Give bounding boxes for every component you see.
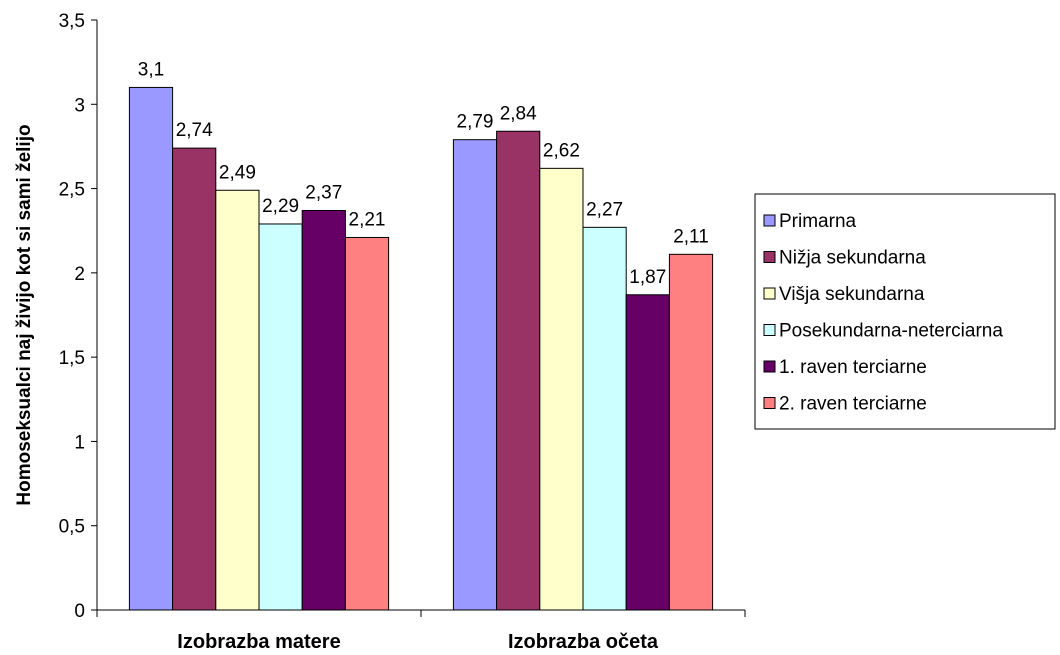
bar: [452, 139, 498, 611]
y-tick-label: 3,5: [59, 11, 85, 32]
bar: [539, 167, 584, 611]
data-label: 3,1: [138, 59, 164, 80]
y-tick-label: 1: [74, 432, 85, 453]
x-axis: Izobrazba matere Izobrazba očeta: [96, 609, 746, 653]
legend-swatch: [763, 324, 776, 336]
data-label: 2,21: [349, 209, 386, 230]
data-label: 2,37: [305, 182, 342, 203]
x-category-label: Izobrazba očeta: [508, 631, 659, 653]
bar: [128, 86, 174, 611]
bar: [582, 226, 627, 611]
legend-label: Primarna: [779, 211, 857, 232]
data-labels: 3,1 2,74 2,49 2,29 2,37 2,21 2,79 2,84 2,62 2,27 1…: [138, 59, 709, 287]
data-label: 2,74: [176, 120, 213, 141]
data-label: 2,62: [543, 140, 580, 161]
legend-swatch: [763, 287, 776, 300]
y-tick-label: 2: [74, 264, 85, 285]
x-category-label: Izobrazba matere: [177, 631, 340, 653]
y-axis: 0 0,5 1 1,5 2 2,5 3 3,5: [59, 11, 98, 622]
bar: [258, 223, 303, 611]
legend-swatch: [763, 360, 776, 373]
legend-box: [754, 193, 1056, 430]
bar: [668, 253, 714, 611]
data-label: 2,79: [457, 112, 494, 133]
legend-label: Nižja sekundarna: [779, 248, 926, 269]
legend-label: 1. raven terciarne: [779, 357, 927, 378]
data-label: 2,84: [500, 103, 537, 124]
bars: [128, 86, 714, 611]
bar: [496, 130, 541, 611]
data-label: 1,87: [629, 267, 666, 288]
legend-label: 2. raven terciarne: [779, 394, 927, 415]
legend-swatch: [763, 251, 776, 263]
bar: [344, 236, 390, 611]
y-tick-label: 0,5: [59, 517, 85, 538]
legend-label: Posekundarna-neterciarna: [779, 321, 1003, 342]
legend-swatch: [763, 397, 776, 409]
legend-swatch: [763, 214, 776, 227]
y-tick-label: 3: [74, 95, 85, 116]
bar: [625, 294, 670, 611]
y-tick-label: 1,5: [59, 348, 85, 369]
legend: Primarna Nižja sekundarna Višja sekundarna…: [754, 193, 1056, 430]
y-axis-title: Homoseksualci naj živijo kot si sami žel…: [14, 124, 35, 505]
bar: [172, 147, 217, 611]
bar: [215, 189, 260, 611]
y-tick-label: 0: [74, 601, 85, 622]
data-label: 2,11: [673, 226, 709, 247]
bar: [301, 209, 346, 611]
data-label: 2,27: [586, 199, 623, 220]
data-label: 2,49: [219, 162, 256, 183]
data-label: 2,29: [262, 196, 299, 217]
y-tick-label: 2,5: [59, 180, 85, 201]
legend-label: Višja sekundarna: [779, 284, 925, 305]
